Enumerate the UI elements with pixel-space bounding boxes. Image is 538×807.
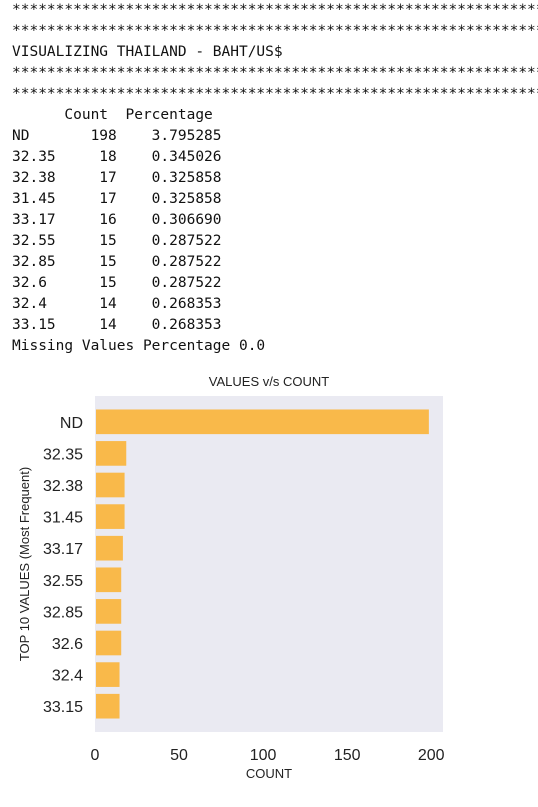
y-tick-labels: ND 32.35 32.38 31.45 33.17 32.55 32.85 32.6 32.4… — [43, 415, 83, 716]
bar — [96, 535, 123, 561]
table-row: 32.85 15 0.287522 — [12, 254, 222, 270]
y-tick-label: 32.35 — [43, 446, 83, 463]
x-tick-label: 50 — [170, 747, 188, 764]
y-tick-label: 32.4 — [52, 668, 83, 685]
stars-line: ****************************************… — [12, 86, 538, 102]
table-row: 32.35 18 0.345026 — [12, 149, 222, 165]
table-row: 33.15 14 0.268353 — [12, 317, 222, 333]
y-tick-label: 32.6 — [52, 636, 83, 653]
bar — [96, 472, 125, 498]
y-tick-label: 32.55 — [43, 573, 83, 590]
bar — [96, 409, 429, 435]
y-tick-label: 33.17 — [43, 541, 83, 558]
bar — [96, 662, 120, 687]
notebook-output: ****************************************… — [12, 0, 538, 357]
table-row: 31.45 17 0.325858 — [12, 191, 222, 207]
bar — [96, 693, 120, 719]
bar — [96, 504, 125, 529]
y-tick-label: 33.15 — [43, 699, 83, 716]
plot-area — [95, 396, 443, 732]
y-tick-label: 31.45 — [43, 510, 83, 527]
table-row: 33.17 16 0.306690 — [12, 212, 222, 228]
bar — [96, 630, 122, 656]
x-tick-label: 100 — [250, 747, 277, 764]
y-tick-label: 32.38 — [43, 478, 83, 495]
y-tick-label: 32.85 — [43, 604, 83, 621]
x-axis-label: COUNT — [246, 766, 292, 781]
x-tick-labels: 0 50 100 150 200 — [91, 747, 445, 764]
stars-line: ****************************************… — [12, 65, 538, 81]
heading-line: VISUALIZING THAILAND - BAHT/US$ — [12, 44, 283, 60]
table-header: Count Percentage — [12, 107, 213, 123]
bars-group — [96, 409, 429, 719]
x-tick-label: 200 — [418, 747, 445, 764]
stars-line: ****************************************… — [12, 2, 538, 18]
missing-values-line: Missing Values Percentage 0.0 — [12, 338, 266, 354]
table-row: 32.38 17 0.325858 — [12, 170, 222, 186]
bar-chart: VALUES v/s COUNT ND 32.35 32.38 31.45 33.17 3… — [17, 374, 445, 781]
x-tick-label: 0 — [91, 747, 100, 764]
x-tick-label: 150 — [334, 747, 361, 764]
y-tick-label: ND — [60, 415, 83, 432]
table-row: 32.4 14 0.268353 — [12, 296, 222, 312]
table-row: 32.6 15 0.287522 — [12, 275, 222, 291]
bar — [96, 599, 122, 624]
bar — [96, 567, 122, 593]
table-row: ND 198 3.795285 — [12, 128, 222, 144]
y-axis-label: TOP 10 VALUES (Most Frequent) — [17, 467, 32, 661]
stars-line: ****************************************… — [12, 23, 538, 39]
bar — [96, 441, 127, 466]
table-row: 32.55 15 0.287522 — [12, 233, 222, 249]
chart-title: VALUES v/s COUNT — [209, 374, 329, 389]
